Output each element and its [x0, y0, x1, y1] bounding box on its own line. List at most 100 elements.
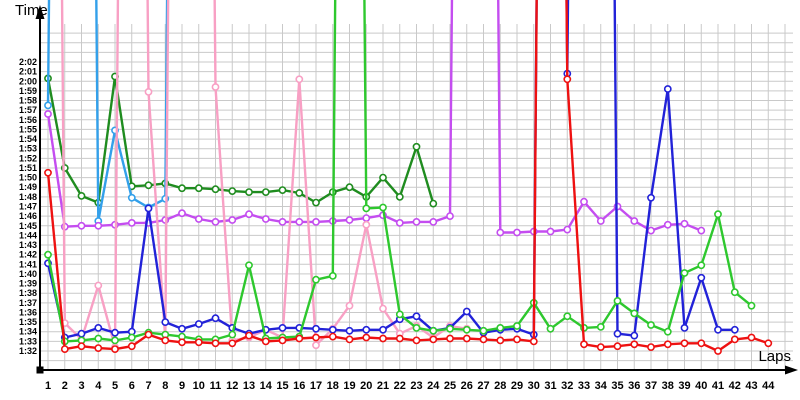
series-violet-marker [211, 217, 220, 226]
series-dark-green-marker [295, 189, 304, 197]
y-tick-label: 1:55 [19, 124, 37, 134]
x-tick-label: 43 [745, 380, 757, 392]
series-pink-marker [144, 88, 153, 96]
series-red-marker [312, 333, 320, 342]
series-red-marker [446, 334, 454, 343]
series-dark-green-line [46, 75, 435, 205]
series-green-marker [546, 324, 555, 333]
x-tick-label: 5 [112, 380, 118, 392]
series-dark-green-marker [245, 188, 253, 196]
data-series [44, 0, 773, 355]
series-blue-marker [697, 273, 706, 282]
series-pink-marker [362, 220, 371, 229]
y-axis-tick-labels: 1:321:331:341:351:361:371:381:391:401:41… [19, 57, 37, 356]
series-violet-marker [362, 214, 371, 222]
series-green-marker [228, 330, 237, 339]
series-green-marker [412, 323, 421, 332]
x-tick-label: 42 [729, 380, 741, 392]
series-red-marker [496, 336, 505, 345]
x-tick-label: 26 [461, 380, 473, 392]
series-violet-marker [44, 110, 52, 118]
axis-origin-square [36, 366, 44, 374]
series-green-marker [127, 333, 136, 342]
y-tick-label: 1:47 [19, 202, 37, 212]
x-tick-label: 13 [243, 380, 255, 392]
y-tick-label: 1:46 [19, 211, 37, 221]
series-green-marker [379, 203, 387, 212]
series-blue-marker [345, 326, 354, 335]
series-blue-marker [328, 325, 337, 334]
series-red-marker [161, 336, 170, 345]
series-violet-marker [680, 219, 689, 228]
series-dark-green-marker [261, 188, 270, 196]
y-tick-label: 1:45 [19, 221, 37, 231]
series-violet-marker [178, 209, 186, 218]
series-blue-marker [630, 331, 639, 340]
series-dark-green-marker [395, 192, 404, 201]
series-violet-marker [312, 217, 320, 226]
y-tick-label: 1:41 [19, 259, 37, 269]
series-pink-marker [312, 341, 320, 350]
series-blue-line [46, 0, 736, 339]
y-tick-label: 1:54 [19, 134, 37, 144]
series-red-marker [764, 339, 773, 348]
series-blue-marker [647, 193, 655, 202]
series-red-marker [529, 337, 538, 346]
series-green-marker [496, 323, 505, 332]
series-red-marker [513, 335, 521, 344]
series-blue-marker [362, 325, 371, 334]
x-tick-label: 12 [226, 380, 238, 392]
series-pink-marker [211, 83, 220, 91]
series-green-marker [647, 321, 655, 329]
x-tick-label: 24 [427, 380, 440, 392]
series-red-marker [462, 334, 471, 343]
series-red-marker [663, 340, 672, 349]
series-violet-marker [345, 216, 354, 224]
series-violet-marker [647, 226, 655, 235]
series-red-marker [328, 332, 337, 341]
y-tick-label: 1:52 [19, 153, 37, 163]
series-dark-green-marker [345, 183, 354, 192]
series-green-marker [479, 326, 488, 335]
series-red-marker [44, 168, 52, 177]
series-blue-marker [412, 312, 421, 321]
x-tick-label: 17 [310, 380, 322, 392]
y-tick-label: 1:59 [19, 86, 37, 96]
x-tick-label: 33 [578, 380, 590, 392]
series-dark-green-marker [228, 187, 237, 195]
x-tick-label: 44 [762, 380, 775, 392]
x-tick-label: 38 [662, 380, 674, 392]
series-light-blue-marker [127, 193, 136, 202]
y-tick-label: 1:36 [19, 307, 37, 317]
x-tick-label: 1 [45, 380, 51, 392]
series-dark-green-marker [194, 184, 203, 193]
x-tick-label: 37 [645, 380, 657, 392]
series-violet-marker [228, 216, 237, 224]
series-light-blue [44, 0, 170, 225]
series-blue-marker [680, 323, 689, 332]
x-tick-label: 3 [78, 380, 84, 392]
series-green-marker [328, 271, 337, 280]
x-tick-label: 28 [494, 380, 506, 392]
series-violet-marker [580, 197, 588, 206]
series-blue-marker [278, 323, 287, 332]
y-axis-arrow-icon [35, 5, 45, 19]
series-blue-marker [161, 318, 170, 326]
series-green-marker [362, 204, 371, 213]
x-tick-label: 36 [628, 380, 640, 392]
series-blue-marker [94, 323, 103, 332]
series-blue-marker [379, 325, 387, 334]
series-violet-marker [94, 221, 103, 230]
series-violet-marker [412, 217, 421, 226]
series-green-marker [429, 326, 438, 335]
series-blue-marker [312, 324, 320, 333]
x-tick-label: 41 [712, 380, 724, 392]
series-blue-marker [714, 325, 722, 334]
x-tick-label: 14 [260, 380, 273, 392]
y-tick-label: 1:35 [19, 317, 37, 327]
series-red-marker [245, 331, 253, 340]
x-tick-label: 6 [129, 380, 135, 392]
series-blue-marker [144, 204, 153, 213]
x-tick-label: 2 [62, 380, 68, 392]
series-green-marker [697, 261, 706, 270]
